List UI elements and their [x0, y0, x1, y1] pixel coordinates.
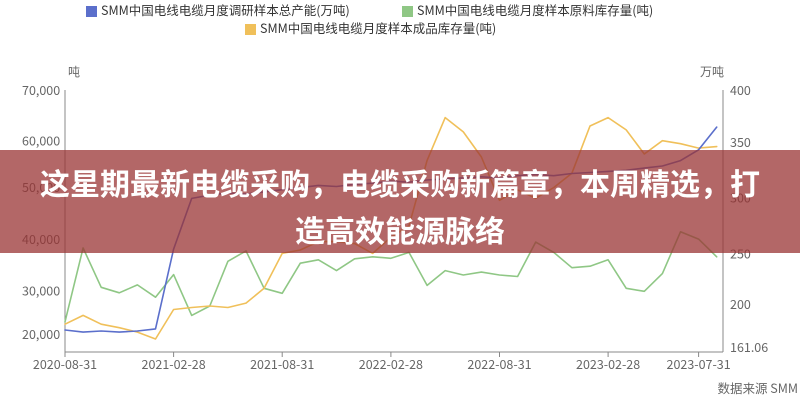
svg-text:161.06: 161.06: [730, 337, 768, 356]
svg-text:2023-07-31: 2023-07-31: [667, 354, 731, 373]
svg-text:2023-02-28: 2023-02-28: [576, 354, 640, 373]
svg-text:SMM中国电线电缆月度样本原料库存量(吨): SMM中国电线电缆月度样本原料库存量(吨): [417, 0, 653, 19]
svg-text:2021-02-28: 2021-02-28: [142, 354, 206, 373]
svg-text:400: 400: [730, 80, 751, 99]
svg-text:万吨: 万吨: [700, 63, 724, 80]
svg-text:20,000: 20,000: [22, 324, 60, 343]
svg-text:2020-08-31: 2020-08-31: [33, 354, 97, 373]
svg-text:60,000: 60,000: [22, 131, 60, 150]
svg-text:30,000: 30,000: [22, 281, 60, 300]
svg-text:200: 200: [730, 294, 751, 313]
svg-text:SMM中国电线电缆月度样本成品库存量(吨): SMM中国电线电缆月度样本成品库存量(吨): [260, 18, 496, 37]
svg-text:70,000: 70,000: [22, 80, 60, 99]
svg-text:2022-08-31: 2022-08-31: [467, 354, 531, 373]
svg-text:吨: 吨: [68, 63, 80, 80]
svg-text:350: 350: [730, 132, 751, 151]
svg-text:2022-02-28: 2022-02-28: [359, 354, 423, 373]
svg-text:SMM中国电线电缆月度调研样本总产能(万吨): SMM中国电线电缆月度调研样本总产能(万吨): [101, 0, 350, 19]
svg-text:2021-08-31: 2021-08-31: [250, 354, 314, 373]
svg-text:数据来源 SMM: 数据来源 SMM: [717, 378, 798, 397]
